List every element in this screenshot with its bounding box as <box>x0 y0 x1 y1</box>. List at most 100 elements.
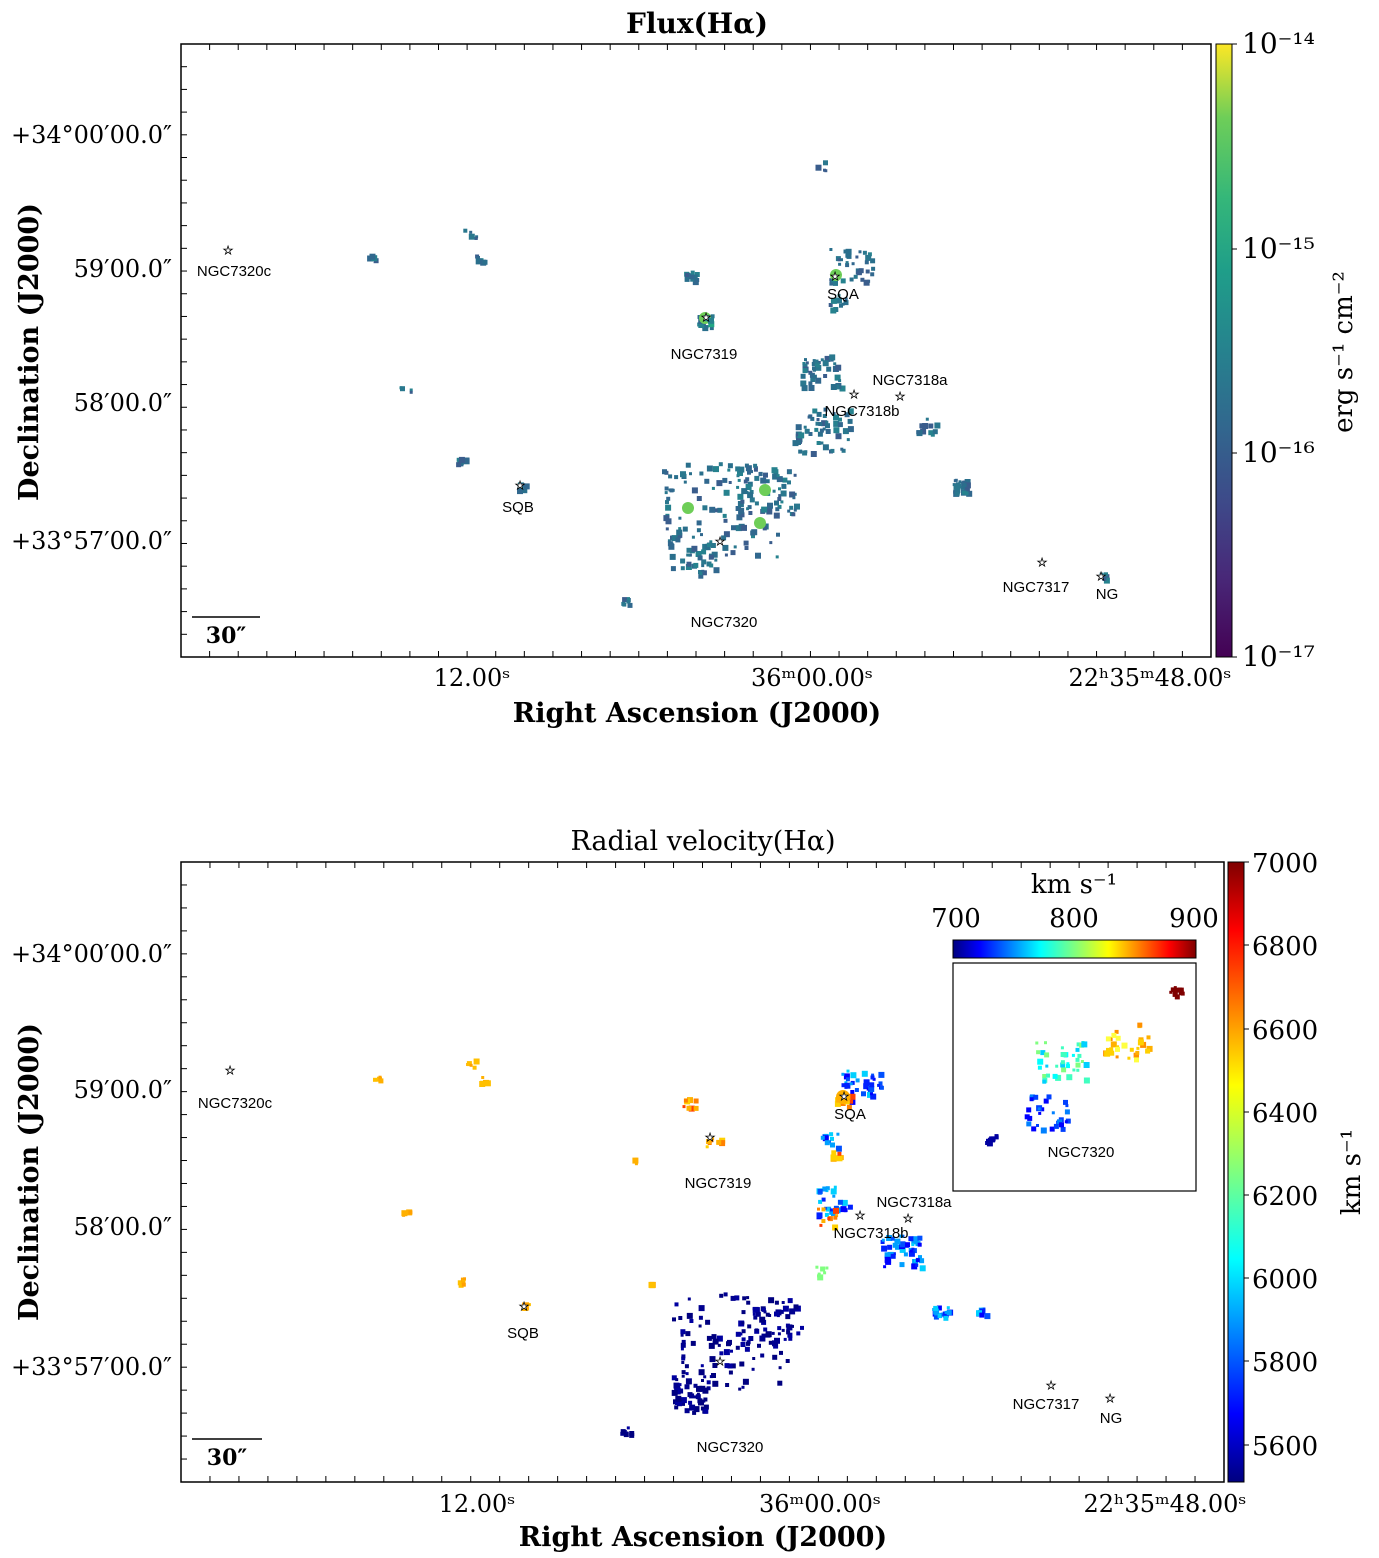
inset-pixel <box>1066 1064 1070 1069</box>
flux-pixel <box>706 465 713 472</box>
flux-pixel <box>733 545 737 549</box>
source-star-icon: ★ <box>715 1355 725 1368</box>
velocity-pixel <box>847 1204 853 1210</box>
velocity-pixel <box>832 1194 836 1198</box>
velocity-pixel <box>678 1316 683 1320</box>
flux-pixel <box>823 160 828 166</box>
velocity-pixel <box>694 1395 697 1399</box>
inset-colorbar-tick-1: 700 <box>931 904 981 934</box>
velocity-pixel <box>787 1332 793 1338</box>
velocity-pixel <box>742 1378 749 1385</box>
flux-pixel <box>1104 572 1108 577</box>
velocity-pixel <box>834 1100 841 1107</box>
velocity-pixel <box>735 1331 741 1337</box>
flux-pixel <box>741 488 748 495</box>
flux-pixel <box>953 479 957 483</box>
flux-pixel <box>701 559 707 565</box>
flux-pixel <box>780 500 784 504</box>
inset-pixel <box>1060 1126 1066 1132</box>
velocity-pixel <box>755 1311 761 1317</box>
velocity-pixel <box>702 1387 709 1394</box>
velocity-pixel <box>741 1321 745 1325</box>
flux-pixel <box>964 479 971 485</box>
flux-pixel <box>803 425 807 429</box>
flux-pixel <box>721 535 727 541</box>
velocity-pixel <box>817 1272 821 1276</box>
flux-pixel <box>722 544 729 551</box>
flux-pixel <box>686 547 692 553</box>
flux-pixel <box>708 321 715 328</box>
velocity-pixel <box>868 1086 875 1092</box>
velocity-pixel <box>832 1224 839 1231</box>
inset-pixel <box>1146 1035 1151 1040</box>
velocity-x-tick-2: 36ᵐ00.00ˢ <box>759 1490 881 1518</box>
velocity-pixel <box>763 1310 767 1314</box>
flux-pixel <box>928 423 934 429</box>
velocity-pixel <box>854 1088 859 1092</box>
flux-pixel <box>870 258 876 264</box>
flux-pixel <box>622 602 627 607</box>
flux-pixel <box>776 474 780 478</box>
source-label: NGC7320 <box>697 1439 764 1456</box>
flux-pixel <box>805 361 809 365</box>
flux-pixel <box>754 501 759 506</box>
flux-bright-knot <box>754 517 766 529</box>
source-label: NGC7319 <box>671 346 738 363</box>
flux-pixel <box>1099 572 1104 577</box>
flux-pixel <box>870 272 875 277</box>
flux-pixel <box>845 248 852 255</box>
velocity-pixel <box>777 1326 782 1331</box>
flux-minor-ticks <box>181 44 1183 657</box>
inset-pixel <box>1037 1065 1042 1070</box>
flux-pixel <box>851 262 855 266</box>
velocity-pixel <box>815 1265 819 1269</box>
velocity-pixel <box>824 1212 829 1217</box>
velocity-pixel <box>705 1319 711 1325</box>
velocity-pixel <box>706 1386 711 1391</box>
flux-y-tick-3: 58′00.0″ <box>74 389 172 417</box>
flux-pixel <box>845 263 850 268</box>
velocity-pixel <box>849 1093 856 1100</box>
velocity-pixel <box>401 1210 408 1217</box>
flux-pixel <box>463 457 470 464</box>
flux-colorbar-tick-4: 10⁻¹⁷ <box>1242 640 1315 673</box>
flux-pixel <box>932 429 938 435</box>
flux-pixel <box>753 467 758 472</box>
velocity-pixel <box>823 1271 827 1275</box>
flux-pixel <box>818 422 823 426</box>
inset-pixel <box>1110 1041 1117 1048</box>
flux-pixel <box>683 480 687 484</box>
velocity-pixel <box>878 1081 883 1086</box>
velocity-pixel <box>840 1206 847 1213</box>
flux-pixel <box>747 470 751 475</box>
velocity-pixel <box>678 1383 682 1387</box>
flux-pixel <box>830 307 837 314</box>
velocity-pixel <box>870 1092 873 1096</box>
flux-pixel <box>860 277 865 282</box>
flux-pixel <box>724 553 728 557</box>
velocity-pixel <box>835 1214 839 1218</box>
inset-pixel <box>1055 1064 1059 1068</box>
flux-pixel <box>710 543 716 548</box>
flux-pixel <box>718 462 723 467</box>
inset-pixel <box>1114 1029 1119 1034</box>
flux-pixel <box>823 374 828 378</box>
flux-pixel <box>925 417 929 421</box>
flux-pixel <box>964 482 971 489</box>
flux-pixel <box>698 322 705 328</box>
flux-pixel <box>738 466 745 473</box>
velocity-pixel <box>861 1070 868 1077</box>
flux-source-labels: ★NGC7320c ★SQA★NGC7319★NGC7318a★NGC7318b★… <box>197 244 1118 631</box>
velocity-pixel <box>741 1385 745 1389</box>
inset-pixel <box>1172 992 1177 997</box>
inset-label: NGC7320 <box>1048 1144 1115 1161</box>
source-label: NGC7317 <box>1013 1396 1080 1413</box>
flux-pixel <box>865 269 870 274</box>
velocity-pixel <box>883 1265 887 1269</box>
velocity-pixel <box>620 1429 626 1435</box>
velocity-colorbar-ticks <box>1244 861 1249 1446</box>
velocity-pixel <box>984 1313 991 1320</box>
velocity-pixel <box>905 1242 910 1248</box>
flux-pixel <box>709 540 713 544</box>
velocity-pixel <box>739 1361 745 1367</box>
